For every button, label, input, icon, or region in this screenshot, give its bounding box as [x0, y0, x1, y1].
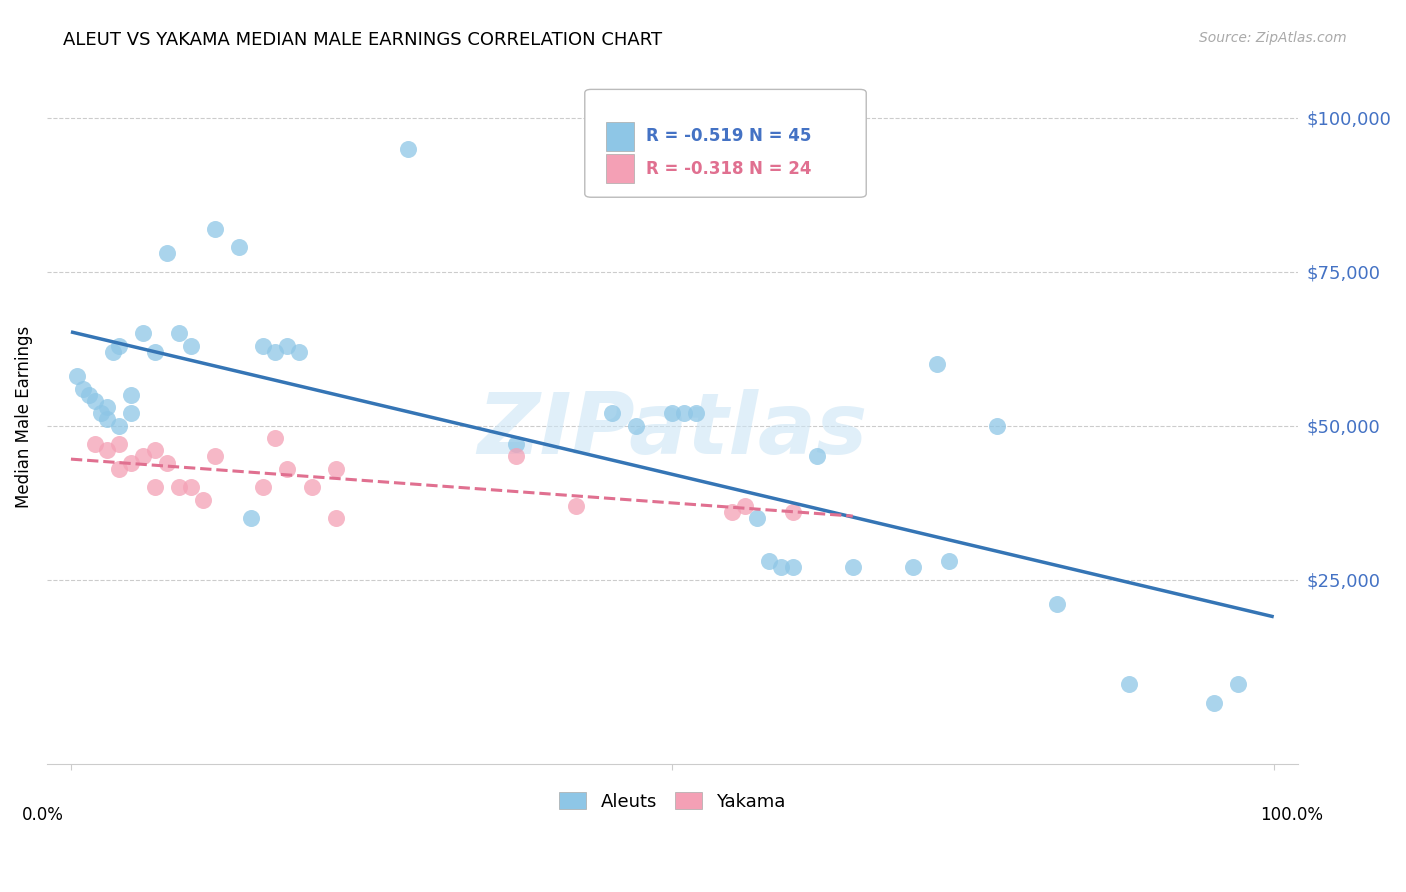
Point [925, 357, 948, 371]
Point [240, 511, 263, 525]
Point [143, 443, 166, 458]
Point [228, 240, 250, 254]
Y-axis label: Median Male Earnings: Median Male Earnings [15, 326, 32, 508]
Point [66, 369, 89, 384]
Point [252, 480, 274, 494]
Point [156, 246, 179, 260]
Text: ZIPatlas: ZIPatlas [477, 389, 868, 472]
Point [84, 437, 107, 451]
Point [782, 560, 804, 574]
FancyBboxPatch shape [606, 154, 634, 183]
Point [108, 437, 131, 451]
Text: N = 24: N = 24 [748, 160, 811, 178]
Point [264, 344, 287, 359]
Point [90, 406, 112, 420]
Point [769, 560, 792, 574]
Point [276, 461, 298, 475]
Point [396, 142, 419, 156]
Point [101, 344, 124, 359]
Point [505, 437, 527, 451]
Point [505, 450, 527, 464]
Point [96, 400, 118, 414]
Text: R = -0.318: R = -0.318 [647, 160, 744, 178]
Point [120, 388, 142, 402]
Point [325, 461, 347, 475]
Point [108, 461, 131, 475]
Point [1202, 696, 1225, 710]
Point [167, 480, 190, 494]
Point [108, 338, 131, 352]
Point [685, 406, 707, 420]
Point [180, 480, 202, 494]
Point [938, 554, 960, 568]
Point [325, 511, 347, 525]
Point [673, 406, 696, 420]
Point [108, 418, 131, 433]
Legend: Aleuts, Yakama: Aleuts, Yakama [551, 785, 793, 818]
FancyBboxPatch shape [606, 121, 634, 151]
Point [986, 418, 1008, 433]
Point [120, 406, 142, 420]
Point [167, 326, 190, 341]
Point [84, 394, 107, 409]
Point [120, 456, 142, 470]
Point [758, 554, 780, 568]
Point [901, 560, 924, 574]
Point [72, 382, 94, 396]
Point [734, 499, 756, 513]
Point [143, 480, 166, 494]
Point [626, 418, 648, 433]
Text: ALEUT VS YAKAMA MEDIAN MALE EARNINGS CORRELATION CHART: ALEUT VS YAKAMA MEDIAN MALE EARNINGS COR… [63, 31, 662, 49]
Point [180, 338, 202, 352]
Point [143, 344, 166, 359]
Point [721, 505, 744, 519]
Point [288, 344, 311, 359]
FancyBboxPatch shape [585, 89, 866, 197]
Point [204, 450, 226, 464]
Point [96, 443, 118, 458]
Point [600, 406, 623, 420]
Point [565, 499, 588, 513]
Point [276, 338, 298, 352]
Point [806, 450, 828, 464]
Point [661, 406, 683, 420]
Text: R = -0.519: R = -0.519 [647, 128, 744, 145]
Point [745, 511, 768, 525]
Text: N = 45: N = 45 [748, 128, 811, 145]
Point [156, 456, 179, 470]
Text: 0.0%: 0.0% [22, 806, 63, 824]
Text: 100.0%: 100.0% [1260, 806, 1323, 824]
Point [204, 221, 226, 235]
Point [264, 431, 287, 445]
Point [132, 450, 155, 464]
Point [1046, 597, 1069, 611]
Point [782, 505, 804, 519]
Point [77, 388, 100, 402]
Point [96, 412, 118, 426]
Point [1118, 677, 1140, 691]
Point [842, 560, 865, 574]
Point [193, 492, 215, 507]
Point [301, 480, 323, 494]
Point [252, 338, 274, 352]
Point [1226, 677, 1249, 691]
Text: Source: ZipAtlas.com: Source: ZipAtlas.com [1199, 31, 1347, 45]
Point [132, 326, 155, 341]
